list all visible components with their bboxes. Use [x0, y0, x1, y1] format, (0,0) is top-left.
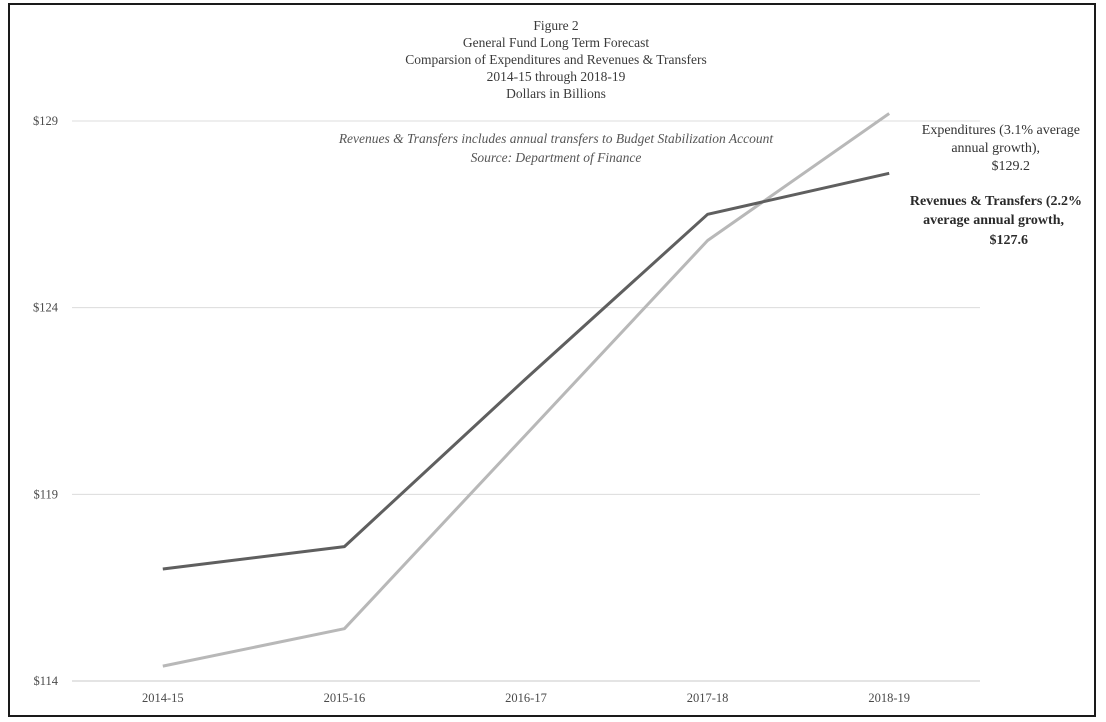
chart-title-line-4: 2014-15 through 2018-19	[487, 69, 626, 84]
revenues-annotation-value: $127.6	[990, 233, 1029, 248]
chart-frame: $114 $119 $124 $129 2014-15 2015-16 2016-17 20…	[8, 3, 1096, 717]
chart-title-line-2: General Fund Long Term Forecast	[463, 35, 650, 50]
expenditures-annotation-line-1: Expenditures (3.1% average	[922, 123, 1080, 138]
expenditures-annotation-value: $129.2	[992, 159, 1031, 174]
x-tick-label: 2016-17	[505, 691, 547, 705]
revenues-annotation-line-1: Revenues & Transfers (2.2%	[910, 194, 1082, 209]
x-tick-label: 2015-16	[324, 691, 366, 705]
expenditures-line	[162, 112, 891, 668]
x-axis-ticks: 2014-15 2015-16 2016-17 2017-18 2018-19	[142, 691, 910, 705]
y-tick-label: $119	[33, 487, 58, 501]
gridlines	[72, 120, 980, 682]
chart-note-source: Source: Department of Finance	[471, 150, 642, 165]
chart-note-budget: Revenues & Transfers includes annual tra…	[338, 131, 775, 146]
x-tick-label: 2017-18	[687, 691, 729, 705]
y-tick-label: $114	[33, 674, 58, 688]
y-tick-label: $129	[33, 114, 58, 128]
line-chart: $114$119$124$129 2014-15 2015-16 2016-17 20…	[33, 18, 1082, 705]
chart-title-line-1: Figure 2	[533, 18, 578, 33]
chart-title-line-3: Comparsion of Expenditures and Revenues …	[405, 52, 706, 67]
x-tick-label: 2014-15	[142, 691, 184, 705]
y-axis-ticks: $114 $119 $124 $129	[33, 114, 59, 688]
y-tick-label: $124	[33, 301, 59, 315]
revenues-annotation-line-2: average annual growth,	[923, 213, 1064, 228]
expenditures-annotation-line-2: annual growth),	[951, 141, 1040, 156]
series-lines	[162, 112, 891, 668]
revenues-transfers-line	[162, 171, 890, 571]
x-tick-label: 2018-19	[868, 691, 910, 705]
chart-title-line-5: Dollars in Billions	[506, 86, 606, 101]
